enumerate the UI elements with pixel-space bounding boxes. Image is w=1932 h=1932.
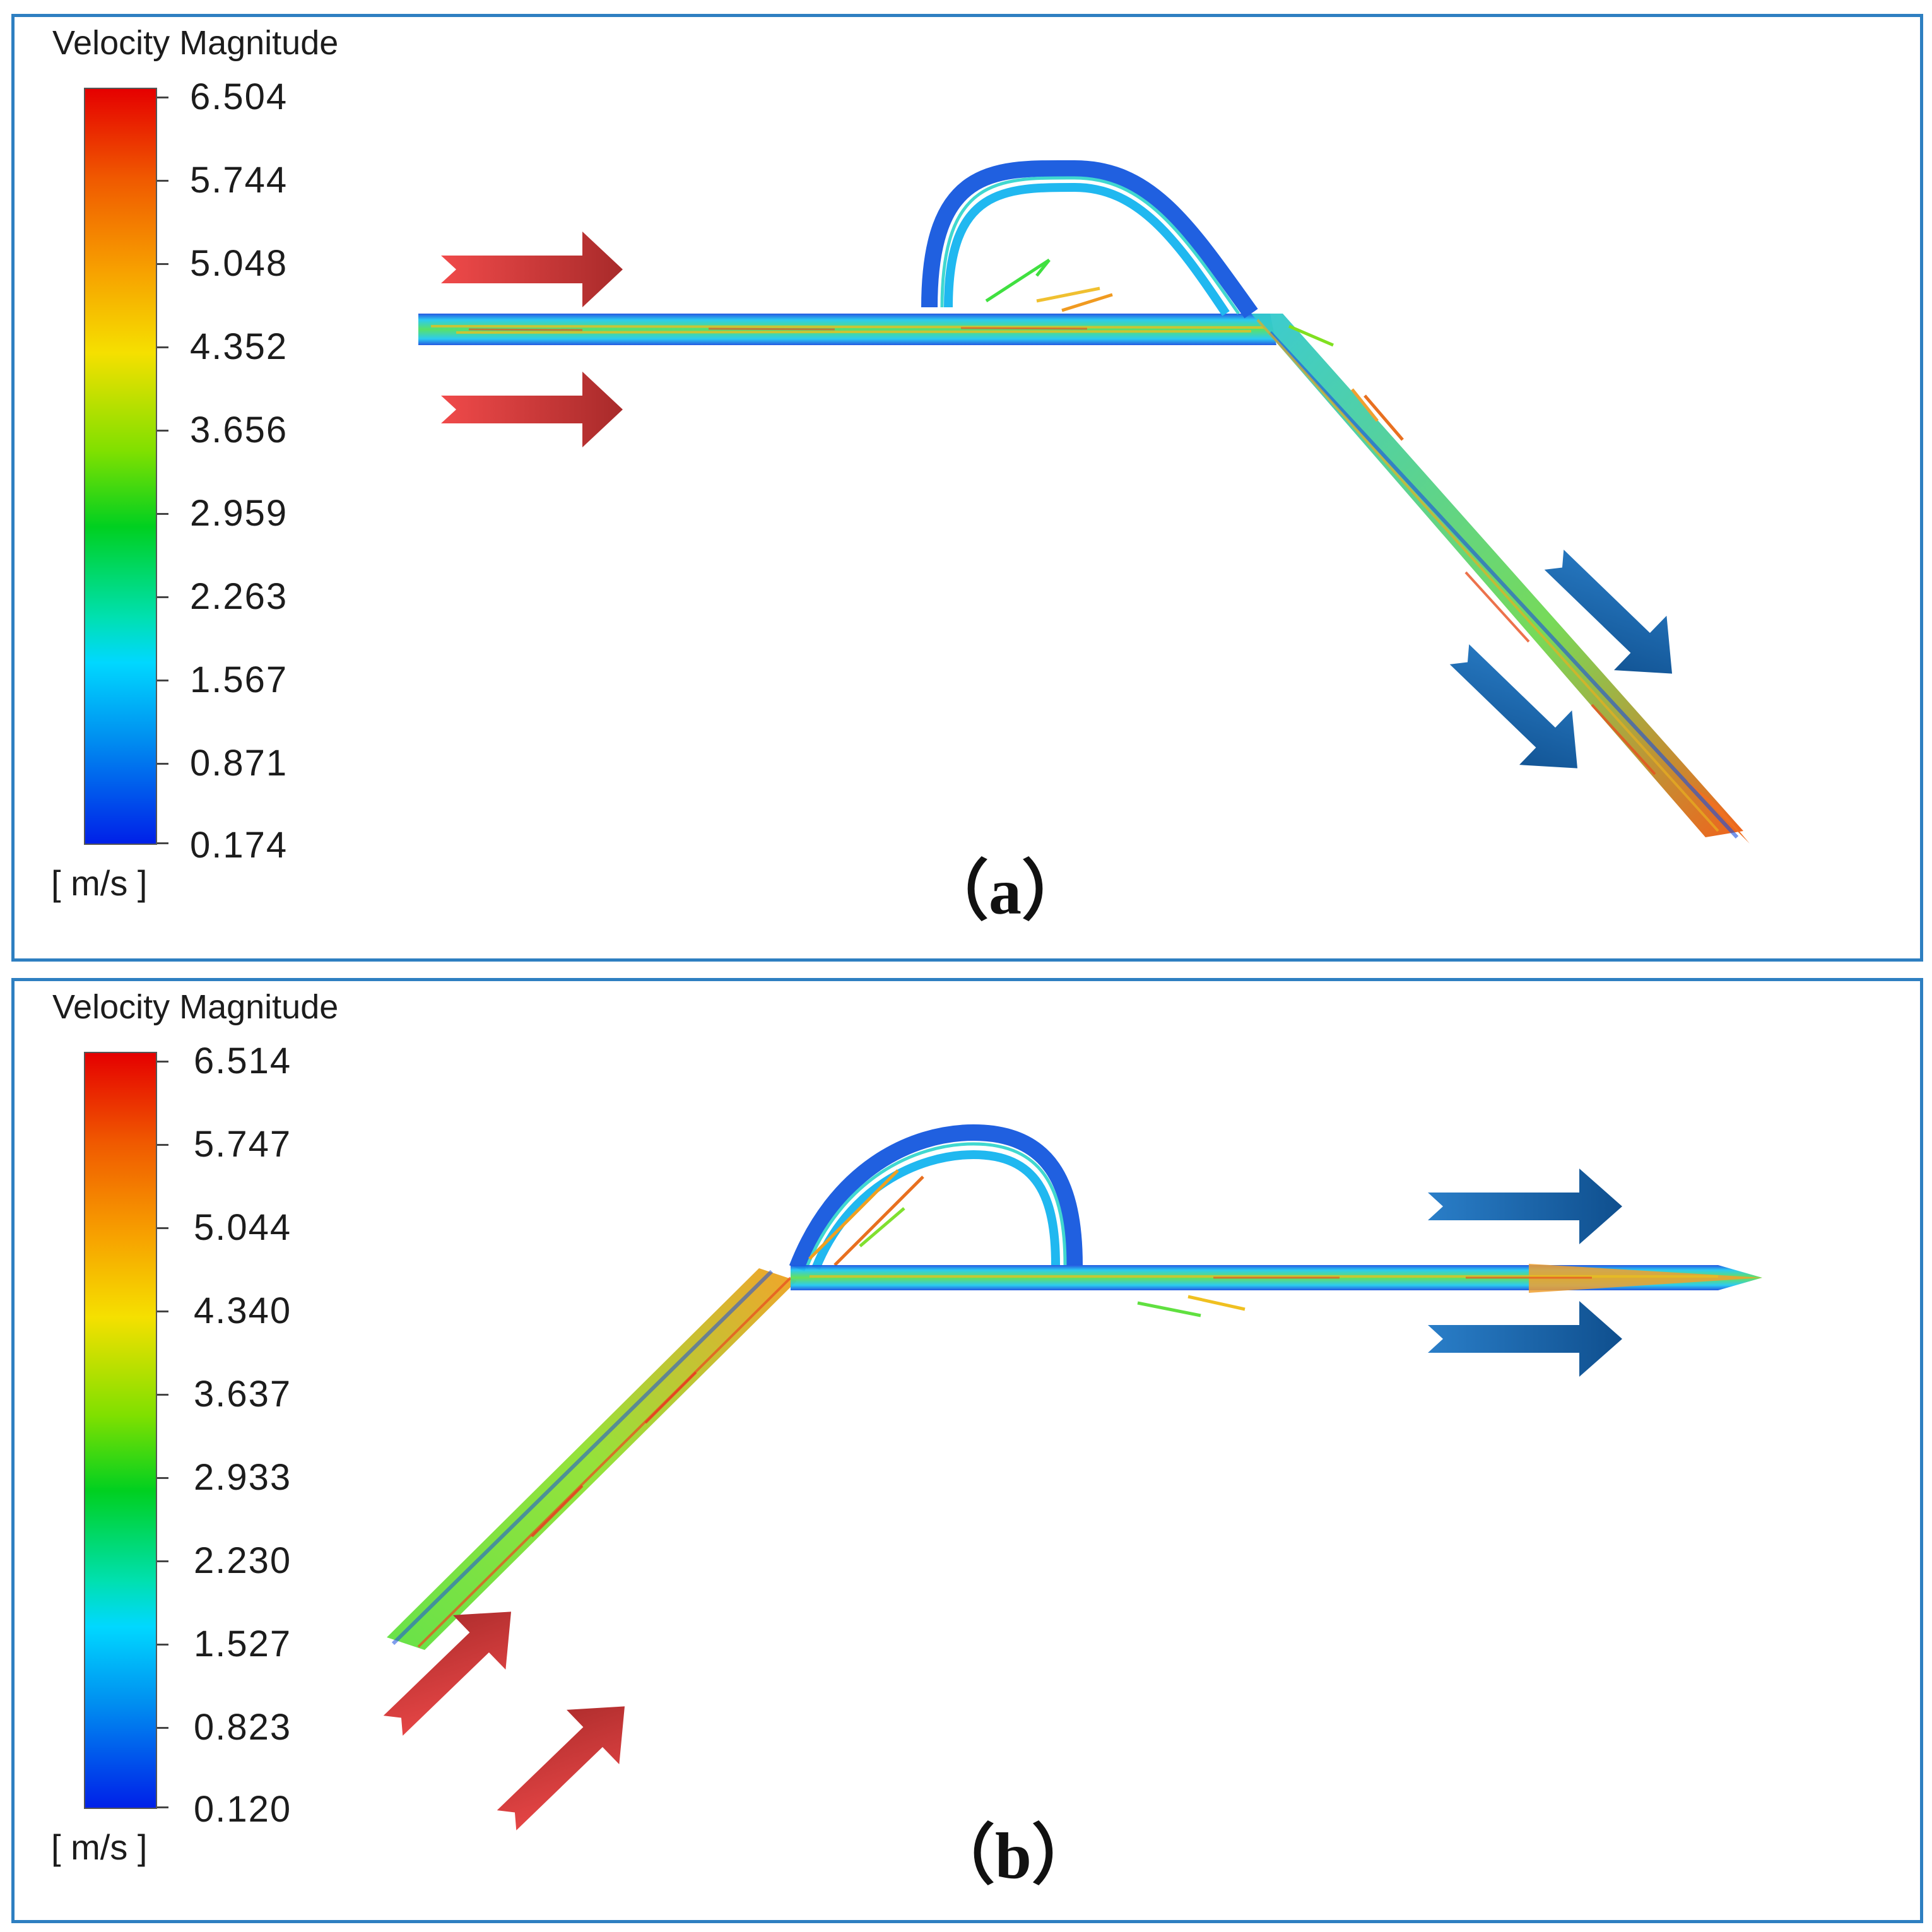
- colorbar-tick-label: 5.744: [190, 160, 288, 201]
- legend-title: Velocity Magnitude: [52, 988, 339, 1026]
- colorbar-tick-label: 0.823: [194, 1707, 292, 1748]
- colorbar-tick-label: 2.933: [194, 1457, 292, 1498]
- panel-b: Velocity Magnitude 6.514 5.747 5.044 4.3…: [11, 978, 1923, 1923]
- colorbar-tick: [157, 842, 168, 844]
- panel-label-a: （a）: [923, 856, 1088, 928]
- outlet-arrow: [1544, 550, 1673, 674]
- colorbar-tick: [157, 263, 168, 265]
- colorbar-tick: [157, 1227, 168, 1229]
- flow-field-b: [383, 1124, 1762, 1830]
- outlet-arrow: [1428, 1301, 1622, 1377]
- colorbar-tick: [157, 1311, 168, 1312]
- colorbar-tick-label: 3.637: [194, 1374, 292, 1415]
- colorbar-tick-label: 1.567: [190, 659, 288, 700]
- colorbar-tick: [157, 596, 168, 598]
- inlet-arrow: [441, 372, 623, 447]
- colorbar-tick: [157, 1806, 168, 1808]
- colorbar-tick-label: 5.747: [194, 1124, 292, 1165]
- colorbar-tick-label: 2.230: [194, 1540, 292, 1581]
- colorbar-tick: [157, 180, 168, 182]
- colorbar-tick-label: 2.959: [190, 493, 288, 534]
- colorbar-tick: [157, 1144, 168, 1146]
- legend-title: Velocity Magnitude: [52, 24, 339, 62]
- inlet-arrow: [497, 1706, 625, 1830]
- colorbar-tick-label: 5.044: [194, 1207, 292, 1248]
- colorbar-tick: [157, 97, 168, 98]
- unit-label: [ m/s ]: [51, 863, 148, 903]
- outlet-arrow: [1428, 1169, 1622, 1244]
- colorbar-tick-label: 4.352: [190, 326, 288, 367]
- panel-label-b: （b）: [929, 1820, 1097, 1892]
- inlet-arrow: [441, 232, 623, 307]
- colorbar-tick: [157, 1394, 168, 1396]
- colorbar-tick: [157, 430, 168, 432]
- colorbar: [84, 88, 157, 845]
- flow-field-a: [418, 160, 1750, 844]
- colorbar-tick-label: 2.263: [190, 576, 288, 617]
- unit-label: [ m/s ]: [51, 1827, 148, 1867]
- colorbar-tick: [157, 1727, 168, 1729]
- colorbar-tick: [157, 1061, 168, 1063]
- colorbar-tick-label: 4.340: [194, 1290, 292, 1331]
- colorbar-tick: [157, 1644, 168, 1646]
- colorbar-tick-label: 6.514: [194, 1040, 292, 1081]
- colorbar: [84, 1052, 157, 1809]
- colorbar-tick-label: 0.174: [190, 825, 288, 866]
- colorbar-tick-label: 6.504: [190, 76, 288, 117]
- colorbar-tick-label: 3.656: [190, 409, 288, 451]
- colorbar-tick: [157, 513, 168, 515]
- panel-a: Velocity Magnitude 6.504 5.744 5.048 4.3…: [11, 14, 1923, 962]
- colorbar-tick-label: 5.048: [190, 243, 288, 284]
- colorbar-tick: [157, 346, 168, 348]
- colorbar-tick-label: 0.871: [190, 743, 288, 784]
- colorbar-tick: [157, 763, 168, 765]
- colorbar-tick: [157, 1477, 168, 1479]
- outlet-arrow: [1449, 644, 1578, 769]
- colorbar-tick-label: 1.527: [194, 1623, 292, 1664]
- colorbar-tick: [157, 680, 168, 681]
- colorbar-tick-label: 0.120: [194, 1789, 292, 1830]
- inlet-arrow: [383, 1611, 512, 1736]
- colorbar-tick: [157, 1560, 168, 1562]
